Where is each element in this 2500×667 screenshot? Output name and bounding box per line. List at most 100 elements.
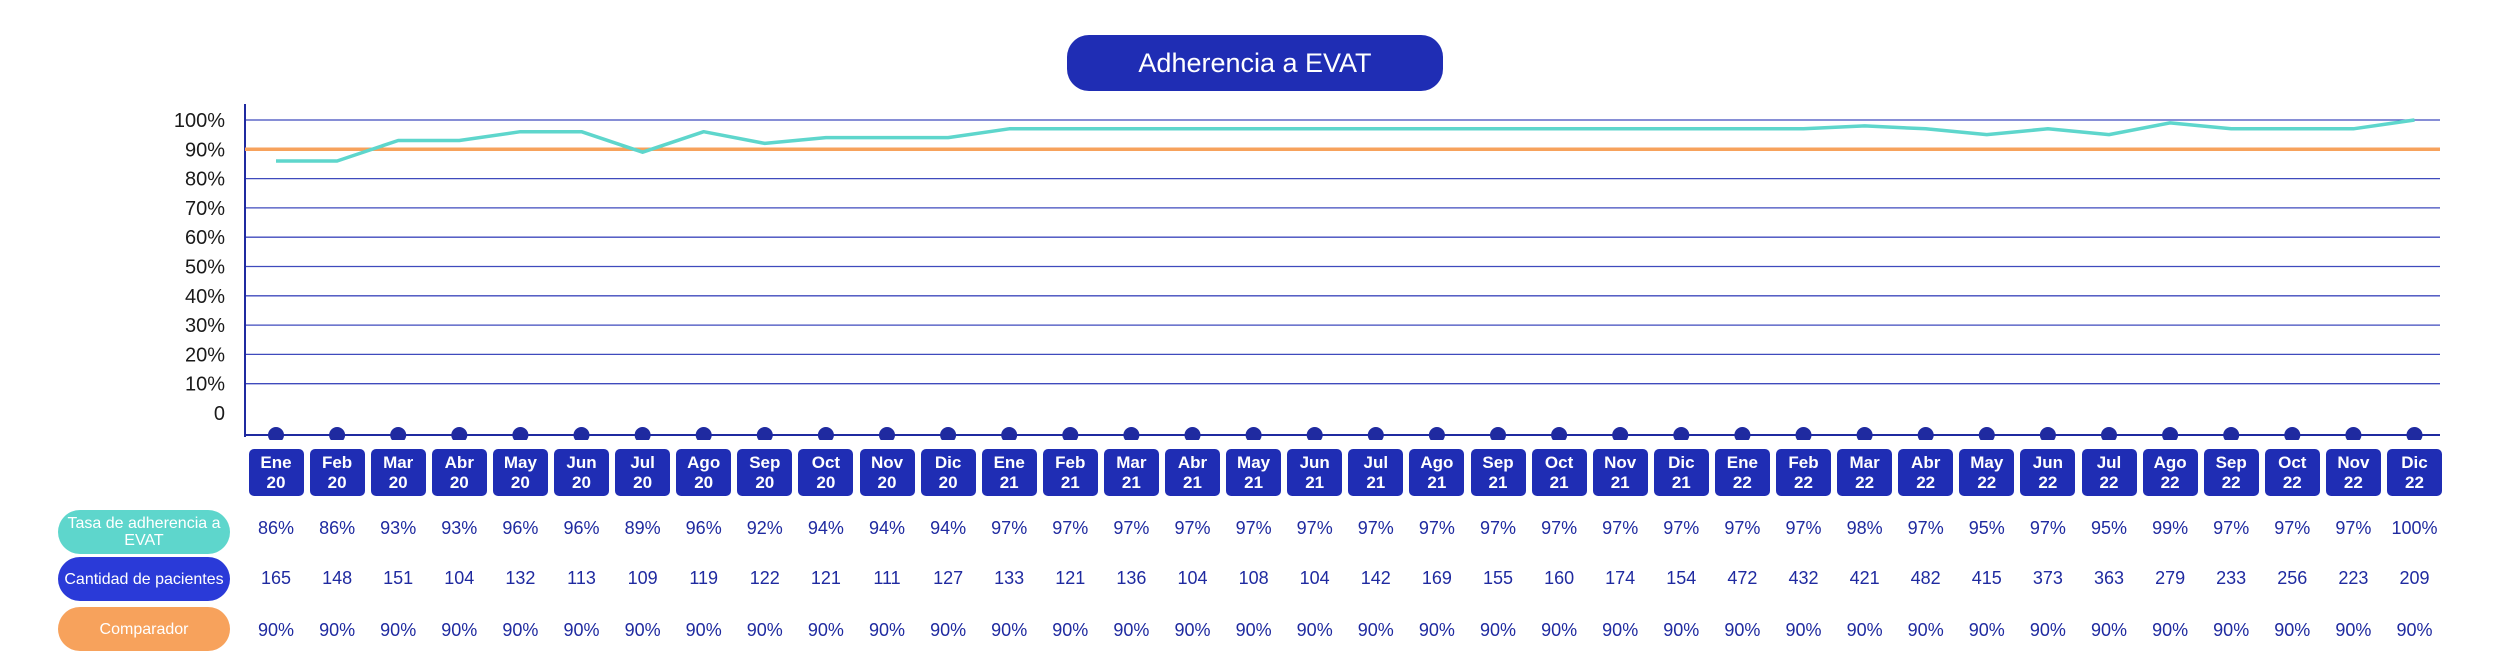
rate-value-cell: 92% <box>746 518 783 538</box>
month-year: 20 <box>449 472 469 492</box>
month-year: 22 <box>2343 472 2363 492</box>
x-marker <box>2223 427 2240 440</box>
y-tick-label: 100% <box>174 110 225 132</box>
rate-value-cell: 97% <box>1907 518 1944 538</box>
month-name: Jul <box>2096 452 2122 472</box>
patients-value-cell: 415 <box>1971 568 2002 588</box>
month-year: 20 <box>816 472 836 492</box>
rate-value-cell: 97% <box>2213 518 2250 538</box>
comparator-value-cell: 90% <box>1663 620 1700 640</box>
patients-value-cell: 472 <box>1727 568 1758 588</box>
row-label-patients: Cantidad de pacientes <box>58 557 230 601</box>
x-tick-label: Sep 20 <box>737 449 793 496</box>
comparator-value-cell: 90% <box>2396 620 2433 640</box>
comparator-value-cell: 90% <box>807 620 844 640</box>
x-tick-label: Ago 20 <box>676 449 732 496</box>
x-tick-label: Nov 22 <box>2325 449 2381 496</box>
month-name: Ene <box>993 452 1025 472</box>
patients-value-cell: 165 <box>260 568 292 588</box>
patients-value-cell: 160 <box>1544 568 1575 588</box>
month-name: Feb <box>1055 452 1086 472</box>
x-marker <box>1306 427 1323 440</box>
x-marker <box>1978 427 1995 440</box>
y-tick-label: 20% <box>185 344 225 366</box>
patients-value-cell: 373 <box>2032 568 2063 588</box>
x-tick-label: Nov 21 <box>1592 449 1648 496</box>
x-tick-label: Nov 20 <box>859 449 915 496</box>
patients-value-cell: 174 <box>1605 568 1636 588</box>
x-marker <box>2406 427 2423 440</box>
month-name: Sep <box>1482 452 1514 472</box>
month-name: Abr <box>1911 452 1941 472</box>
comparator-value-cell: 90% <box>1785 620 1822 640</box>
patients-value-cell: 223 <box>2338 568 2369 588</box>
rate-value-cell: 97% <box>1785 518 1822 538</box>
y-tick-label: 40% <box>185 286 225 308</box>
patients-value-cell: 108 <box>1238 568 1269 588</box>
comparator-value-cell: 90% <box>2152 620 2189 640</box>
comparator-value-cell: 90% <box>502 620 539 640</box>
patients-value-cell: 122 <box>749 568 780 588</box>
month-name: May <box>1237 452 1271 472</box>
comparator-value-cell: 90% <box>2335 620 2372 640</box>
month-year: 21 <box>1488 472 1508 492</box>
rate-value-cell: 95% <box>1968 518 2005 538</box>
x-marker <box>2162 427 2179 440</box>
rate-value-cell: 86% <box>319 518 356 538</box>
month-name: Mar <box>1849 452 1880 472</box>
patients-value-cell: 169 <box>1421 568 1452 588</box>
y-tick-label: 0 <box>214 403 225 425</box>
rate-value-cell: 86% <box>257 518 295 538</box>
month-name: Dic <box>2401 452 2428 472</box>
comparator-value-cell: 90% <box>2213 620 2250 640</box>
month-name: Nov <box>2337 452 2370 472</box>
comparator-value-cell: 90% <box>991 620 1028 640</box>
rate-value-cell: 97% <box>1724 518 1761 538</box>
rate-value-cell: 94% <box>807 518 844 538</box>
month-name: Nov <box>1604 452 1637 472</box>
x-tick-label: Jun 21 <box>1287 449 1343 496</box>
patients-value-cell: 121 <box>810 568 841 588</box>
x-marker <box>2101 427 2117 440</box>
patients-value-cell: 155 <box>1482 568 1514 588</box>
month-year: 21 <box>1671 472 1691 492</box>
month-year: 20 <box>694 472 714 492</box>
x-tick-label: Ene 20 <box>248 449 304 496</box>
x-marker <box>1795 427 1812 440</box>
x-marker <box>1428 427 1445 440</box>
x-tick-label: Jul 21 <box>1348 449 1404 496</box>
comparator-value-cell: 90% <box>2029 620 2066 640</box>
x-marker <box>1123 427 1140 440</box>
rate-value-cell: 93% <box>380 518 417 538</box>
patients-value-cell: 151 <box>383 568 414 588</box>
rate-value-cell: 97% <box>2274 518 2311 538</box>
month-name: Oct <box>1544 452 1574 472</box>
x-tick-label: Mar 21 <box>1103 449 1159 496</box>
x-marker <box>879 427 895 440</box>
patients-value-cell: 132 <box>505 568 536 588</box>
comparator-value-cell: 90% <box>746 620 783 640</box>
month-year: 20 <box>572 472 591 492</box>
patients-value-cell: 111 <box>873 568 901 588</box>
month-name: Sep <box>749 452 781 472</box>
rate-series-line <box>276 118 2415 163</box>
month-year: 21 <box>1366 472 1386 492</box>
x-marker <box>756 427 773 440</box>
patients-value-cell: 482 <box>1910 568 1941 588</box>
patients-value-cell: 432 <box>1788 568 1819 588</box>
y-tick-label: 60% <box>185 227 225 249</box>
y-tick-label: 50% <box>185 257 225 279</box>
comparator-value-cell: 90% <box>1357 620 1394 640</box>
month-year: 22 <box>1794 472 1813 492</box>
x-tick-label: Ene 22 <box>1714 449 1770 496</box>
month-year: 22 <box>1977 472 1997 492</box>
comparator-value-cell: 90% <box>441 620 478 640</box>
x-marker <box>695 427 712 440</box>
patients-value-cell: 256 <box>2277 568 2308 588</box>
rate-value-cell: 96% <box>563 518 600 538</box>
month-name: Dic <box>1668 452 1695 472</box>
patients-value-cell: 209 <box>2399 568 2430 588</box>
comparator-value-cell: 90% <box>2090 620 2128 640</box>
rate-value-cell: 93% <box>441 518 478 538</box>
x-marker <box>2345 427 2362 440</box>
